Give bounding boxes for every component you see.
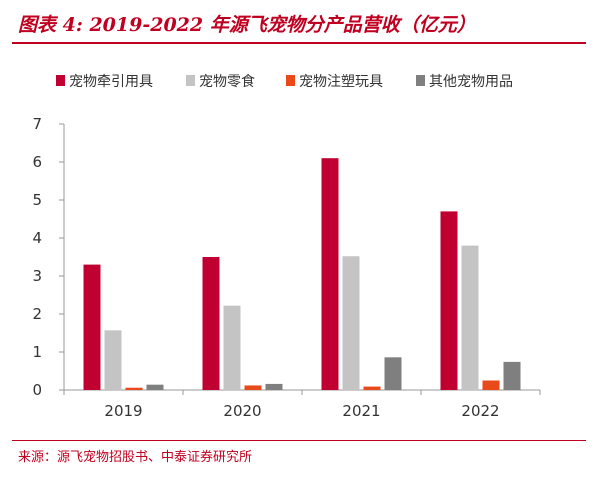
title-divider — [12, 42, 586, 44]
footer-divider — [12, 440, 586, 441]
bar-2022-series-0 — [440, 211, 458, 390]
y-tick-label: 5 — [32, 191, 42, 209]
legend-swatch — [186, 75, 195, 86]
y-tick-label: 3 — [32, 267, 42, 285]
x-tick-label: 2022 — [461, 402, 499, 420]
legend-swatch — [286, 75, 295, 86]
y-tick-label: 7 — [32, 115, 42, 133]
bar-2019-series-0 — [83, 264, 101, 390]
bar-2022-series-2 — [482, 380, 500, 390]
y-tick-label: 4 — [32, 229, 42, 247]
bar-2022-series-3 — [503, 361, 521, 390]
legend-label: 其他宠物用品 — [429, 74, 513, 90]
bar-2022-series-1 — [461, 245, 479, 390]
source-note: 来源：源飞宠物招股书、中泰证券研究所 — [18, 450, 253, 465]
x-tick-label: 2020 — [223, 402, 261, 420]
legend-label: 宠物牵引用具 — [69, 74, 153, 90]
x-axis: 2019 2020 2021 2022 — [63, 389, 541, 420]
bar-2020-series-3 — [265, 383, 283, 390]
x-tick-label: 2021 — [342, 402, 380, 420]
bar-2019-series-2 — [125, 387, 143, 390]
bars — [83, 158, 521, 390]
legend-label: 宠物注塑玩具 — [299, 74, 383, 90]
y-tick-label: 6 — [32, 153, 42, 171]
y-tick-label: 2 — [32, 305, 42, 323]
legend-swatch — [416, 75, 425, 86]
chart-title: 图表 4: 2019-2022 年源飞宠物分产品营收（亿元） — [18, 14, 476, 36]
bar-2019-series-3 — [146, 384, 164, 390]
bar-2021-series-2 — [363, 386, 381, 390]
bar-2019-series-1 — [104, 330, 122, 390]
y-tick-label: 0 — [32, 381, 42, 399]
bar-2020-series-0 — [202, 257, 220, 390]
bar-2021-series-3 — [384, 357, 402, 390]
bar-2021-series-0 — [321, 158, 339, 390]
y-axis: 0 1 2 3 4 5 6 7 — [32, 115, 65, 399]
bar-2020-series-2 — [244, 385, 262, 390]
legend-swatch — [56, 75, 65, 86]
bar-2020-series-1 — [223, 305, 241, 390]
y-tick-label: 1 — [32, 343, 42, 361]
x-tick-label: 2019 — [104, 402, 142, 420]
bar-2021-series-1 — [342, 256, 360, 390]
legend-label: 宠物零食 — [199, 73, 255, 90]
chart-legend: 宠物牵引用具 宠物零食 宠物注塑玩具 其他宠物用品 — [56, 73, 513, 90]
